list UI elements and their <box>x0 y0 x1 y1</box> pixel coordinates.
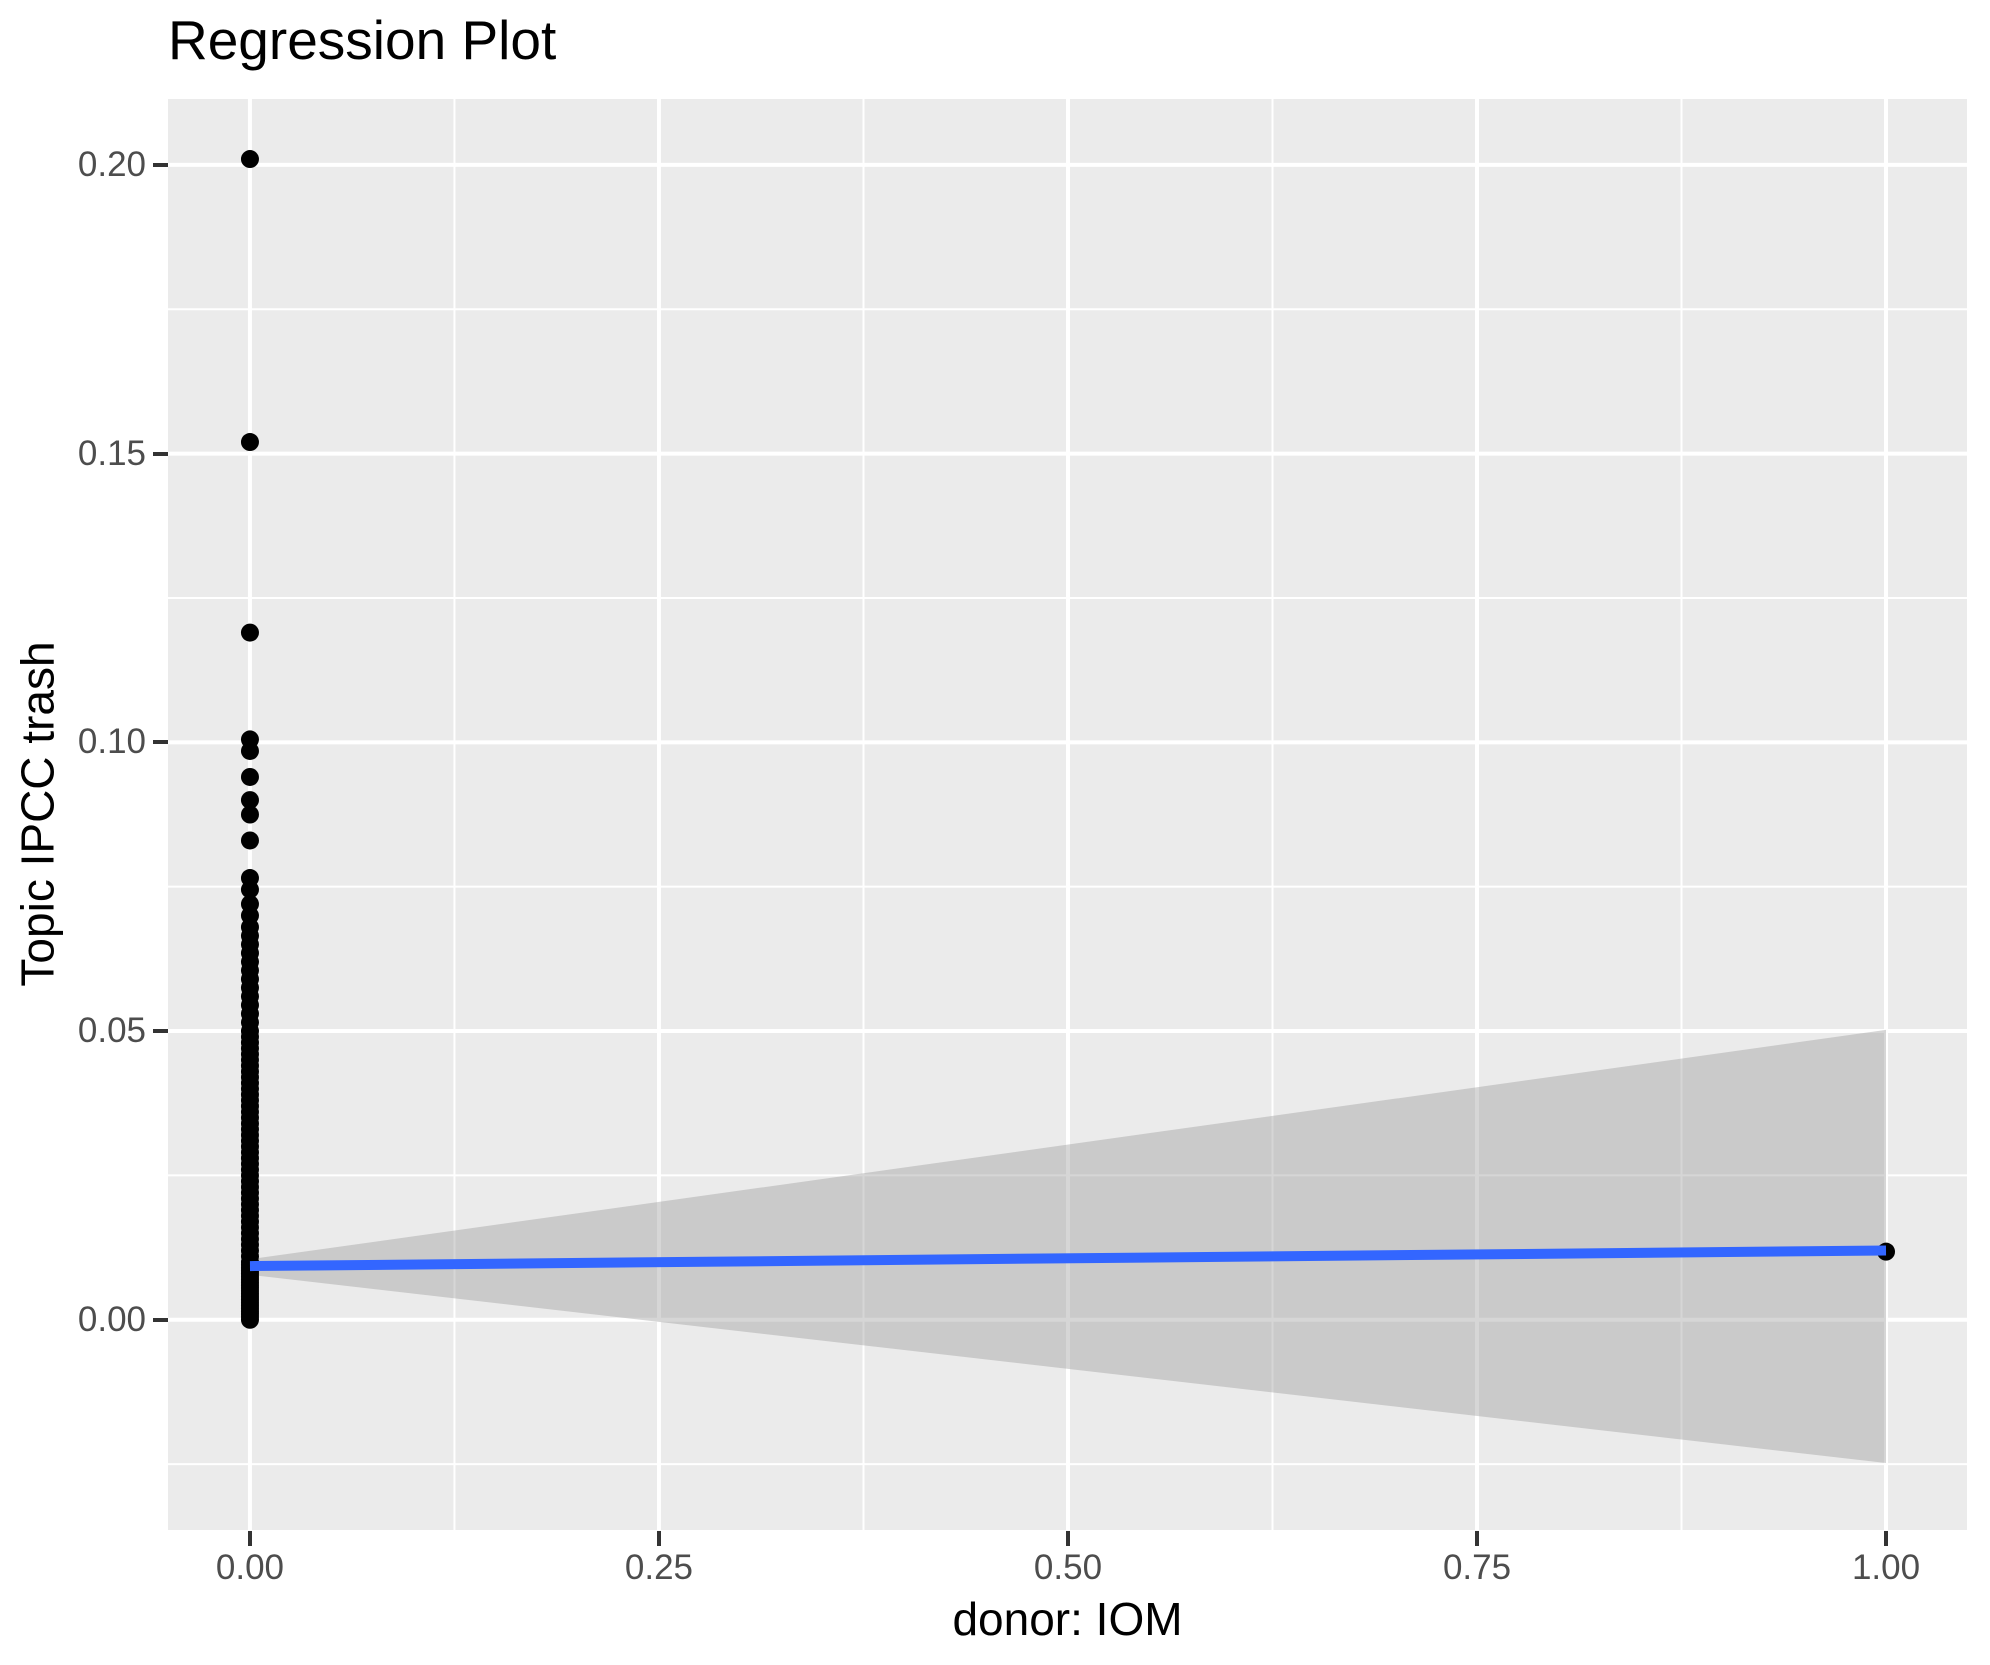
data-point <box>240 869 259 888</box>
plot-panel <box>168 99 1967 1530</box>
y-tick-mark <box>153 1029 168 1034</box>
y-tick-mark <box>153 451 168 456</box>
x-tick-mark <box>1065 1531 1070 1546</box>
regression-line <box>249 1245 1887 1272</box>
y-tick-mark <box>153 162 168 167</box>
data-point <box>240 831 259 850</box>
x-tick-label: 0.75 <box>1442 1548 1512 1587</box>
x-tick-label: 0.00 <box>215 1548 285 1587</box>
y-tick-label: 0.10 <box>77 722 146 762</box>
data-point <box>240 623 259 642</box>
data-point <box>240 730 259 749</box>
data-point <box>240 791 259 810</box>
data-point <box>240 805 259 824</box>
x-tick-label: 1.00 <box>1851 1548 1921 1587</box>
y-tick-mark <box>153 740 168 745</box>
data-point <box>240 895 259 914</box>
y-tick-label: 0.05 <box>77 1011 146 1051</box>
y-axis-title: Topic IPCC trash <box>11 641 64 987</box>
y-tick-label: 0.00 <box>77 1299 146 1339</box>
y-tick-label: 0.20 <box>77 144 146 184</box>
data-point <box>240 433 259 452</box>
data-point <box>240 767 259 786</box>
x-tick-mark <box>247 1531 252 1546</box>
x-tick-mark <box>656 1531 661 1546</box>
x-tick-mark <box>1884 1531 1888 1546</box>
plot-canvas <box>168 99 1967 1530</box>
x-tick-mark <box>1475 1531 1479 1546</box>
x-axis-title: donor: IOM <box>952 1593 1183 1645</box>
y-tick-mark <box>153 1317 168 1322</box>
x-tick-label: 0.25 <box>624 1548 694 1587</box>
x-tick-label: 0.50 <box>1033 1548 1103 1587</box>
y-tick-label: 0.15 <box>77 433 146 473</box>
confidence-band <box>250 1029 1886 1463</box>
data-point <box>240 150 259 169</box>
plot-title: Regression Plot <box>168 9 557 71</box>
